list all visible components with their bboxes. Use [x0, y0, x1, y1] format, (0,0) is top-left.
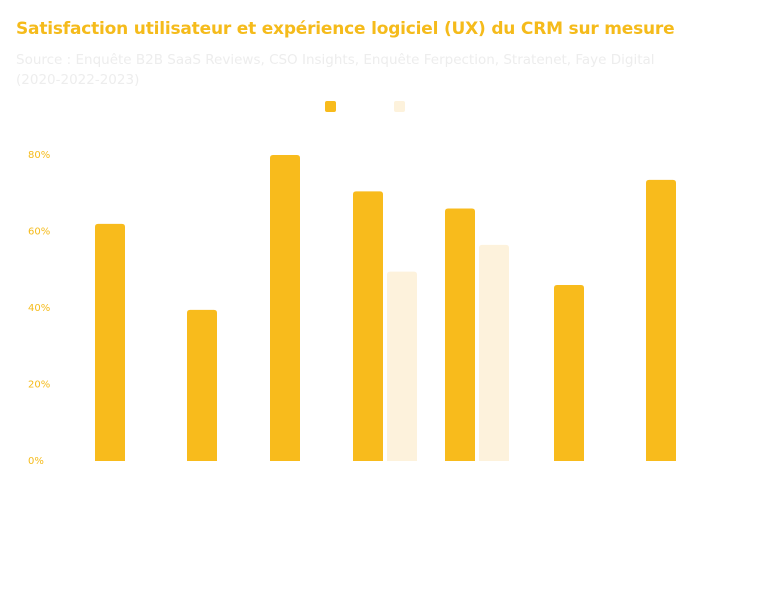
y-axis-ticks: 0% 20% 40% 60% 80% [28, 150, 50, 467]
bar-series-1-group-1 [95, 223, 125, 461]
y-tick-label: 20% [28, 380, 50, 391]
y-tick-label: 40% [28, 303, 50, 314]
bar-series-1-group-6 [554, 285, 584, 461]
y-tick-label: 80% [28, 150, 50, 161]
chart-subtitle: Source : Enquête B2B SaaS Reviews, CSO I… [16, 52, 655, 88]
y-tick-label: 60% [28, 227, 50, 238]
bar-series-1-group-4 [353, 191, 383, 461]
bar-series-1-group-2 [187, 309, 217, 461]
chart-title: Satisfaction utilisateur et expérience l… [16, 19, 675, 39]
bars [95, 155, 676, 462]
bar-series-2-group-4 [387, 271, 417, 461]
bar-series-2-group-5 [479, 244, 509, 461]
legend-swatch-series-2 [394, 101, 405, 112]
y-tick-label: 0% [28, 456, 44, 467]
bar-series-1-group-5 [445, 208, 475, 461]
bar-series-1-group-3 [270, 155, 300, 461]
bar-series-1-group-7 [646, 179, 676, 462]
legend-swatch-series-1 [325, 101, 336, 112]
